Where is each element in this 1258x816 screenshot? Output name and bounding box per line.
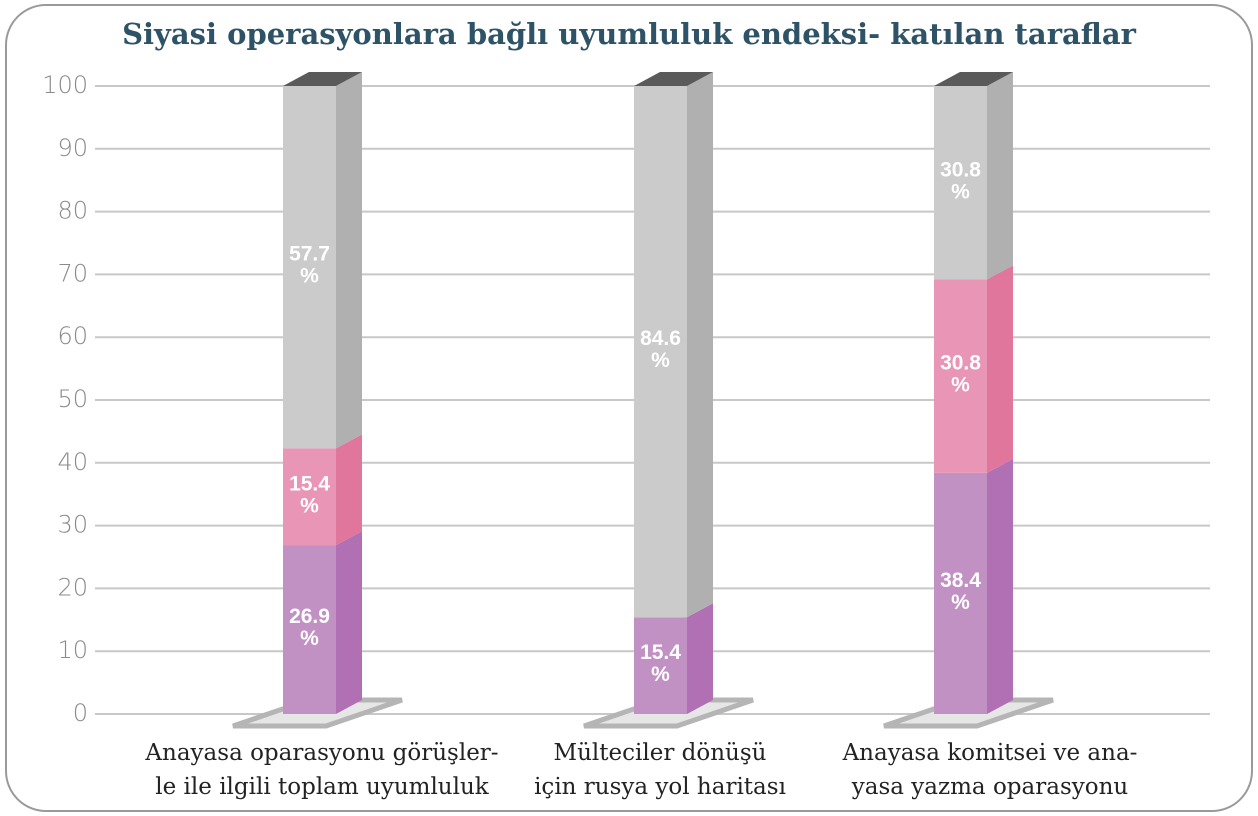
x-tick-label: Anayasa komitsei ve ana- — [842, 740, 1138, 766]
y-tick-label: 60 — [57, 322, 88, 350]
y-tick-label: 80 — [57, 197, 88, 225]
y-tick-label: 0 — [73, 699, 88, 727]
chart-frame — [5, 4, 1253, 812]
bar-top — [934, 72, 1013, 86]
bar-top — [283, 72, 362, 86]
value-label: 57.7 — [289, 243, 330, 266]
y-tick-label: 90 — [57, 134, 88, 162]
value-label: 15.4 — [640, 641, 681, 664]
x-tick-label: Mülteciler dönüşü — [554, 740, 767, 766]
value-label: % — [651, 349, 670, 372]
chart-title: Siyasi operasyonlara bağlı uyumluluk end… — [122, 17, 1137, 51]
bar-side — [987, 458, 1013, 714]
bar-side — [687, 603, 713, 714]
bar-segment — [934, 86, 987, 280]
x-tick-label: yasa yazma oparasyonu — [851, 774, 1128, 800]
bar-side — [336, 531, 362, 714]
bar-segment — [634, 617, 687, 714]
bar-segment — [934, 279, 987, 473]
y-tick-label: 50 — [57, 385, 88, 413]
value-label: % — [300, 627, 319, 650]
x-tick-label: için rusya yol haritası — [534, 774, 786, 800]
value-label: 26.9 — [289, 605, 330, 628]
bar-side — [336, 72, 362, 449]
bar-segment — [283, 448, 336, 546]
bar-side — [987, 72, 1013, 280]
value-label: % — [300, 265, 319, 288]
value-label: % — [300, 494, 319, 517]
bar-segment — [634, 86, 687, 618]
value-label: % — [951, 180, 970, 203]
value-label: % — [651, 663, 670, 686]
x-tick-label: le ile ilgili toplam uyumluluk — [155, 774, 489, 800]
bar-segment — [283, 545, 336, 714]
value-label: 30.8 — [940, 352, 981, 375]
value-label: 38.4 — [940, 569, 981, 592]
value-label: 30.8 — [940, 158, 981, 181]
y-tick-label: 70 — [57, 259, 88, 287]
y-tick-label: 10 — [57, 636, 88, 664]
bar-top — [634, 72, 713, 86]
y-tick-label: 30 — [57, 511, 88, 539]
value-label: % — [951, 374, 970, 397]
value-label: 84.6 — [640, 327, 681, 350]
y-tick-label: 100 — [42, 71, 88, 99]
bar-side — [336, 434, 362, 546]
y-tick-label: 40 — [57, 448, 88, 476]
y-tick-label: 20 — [57, 573, 88, 601]
value-label: 15.4 — [289, 472, 330, 495]
bar-segment — [934, 472, 987, 714]
bar-side — [687, 72, 713, 618]
bar-side — [987, 265, 1013, 473]
value-label: % — [951, 591, 970, 614]
bar-segment — [283, 86, 336, 449]
x-tick-label: Anayasa oparasyonu görüşler- — [144, 740, 498, 766]
